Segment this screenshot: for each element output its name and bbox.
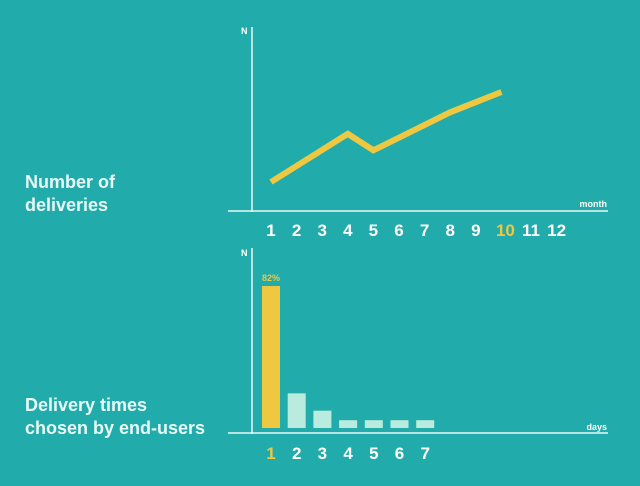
- line-chart-tick-6: 6: [394, 221, 403, 240]
- bar-chart-tick-5: 5: [369, 444, 378, 463]
- bar-day-3: [313, 410, 332, 428]
- line-chart-y-axis-label: N: [241, 26, 248, 36]
- bar-chart-bars: 82%: [262, 273, 435, 428]
- bar-chart-y-axis-label: N: [241, 248, 248, 258]
- bar-chart-title: Delivery times chosen by end-users: [25, 394, 205, 440]
- line-chart-tick-10: 10: [496, 221, 515, 240]
- line-chart-title: Number of deliveries: [25, 171, 115, 217]
- bar-chart-tick-3: 3: [318, 444, 327, 463]
- bar-day-4: [339, 420, 358, 428]
- bar-chart-title-line-1: Delivery times: [25, 395, 148, 415]
- bar-day-5: [364, 420, 383, 428]
- bar-chart-tick-7: 7: [420, 444, 429, 463]
- line-chart-tick-4: 4: [343, 221, 353, 240]
- line-chart-tick-9: 9: [471, 221, 480, 240]
- bar-day-6: [390, 420, 409, 428]
- bar-day-1: [262, 286, 280, 428]
- line-chart-x-axis-label: month: [580, 199, 608, 209]
- bar-day-2: [287, 393, 306, 428]
- bar-chart-tick-1: 1: [266, 444, 275, 463]
- line-chart-tick-5: 5: [369, 221, 378, 240]
- line-chart-tick-12: 12: [547, 221, 566, 240]
- bar-chart-x-axis-label: days: [586, 422, 607, 432]
- bar-chart-tick-4: 4: [343, 444, 353, 463]
- line-chart-x-ticks: 1 2 3 4 5 6 7 8 9 10 11 12: [266, 221, 566, 240]
- line-chart-tick-3: 3: [317, 221, 326, 240]
- bar-day-7: [416, 420, 435, 428]
- line-chart-tick-11: 11: [522, 221, 540, 240]
- bar-chart-tick-2: 2: [292, 444, 301, 463]
- line-chart-tick-1: 1: [266, 221, 275, 240]
- line-chart-tick-2: 2: [292, 221, 301, 240]
- bar-data-label-1: 82%: [262, 273, 280, 283]
- line-series: [269, 89, 503, 185]
- line-chart-title-line-1: Number of: [25, 172, 115, 192]
- bar-chart-tick-6: 6: [395, 444, 404, 463]
- line-chart-title-line-2: deliveries: [25, 195, 109, 215]
- line-chart-tick-7: 7: [420, 221, 429, 240]
- bar-chart-title-line-2: chosen by end-users: [25, 418, 206, 438]
- line-chart-tick-8: 8: [445, 221, 454, 240]
